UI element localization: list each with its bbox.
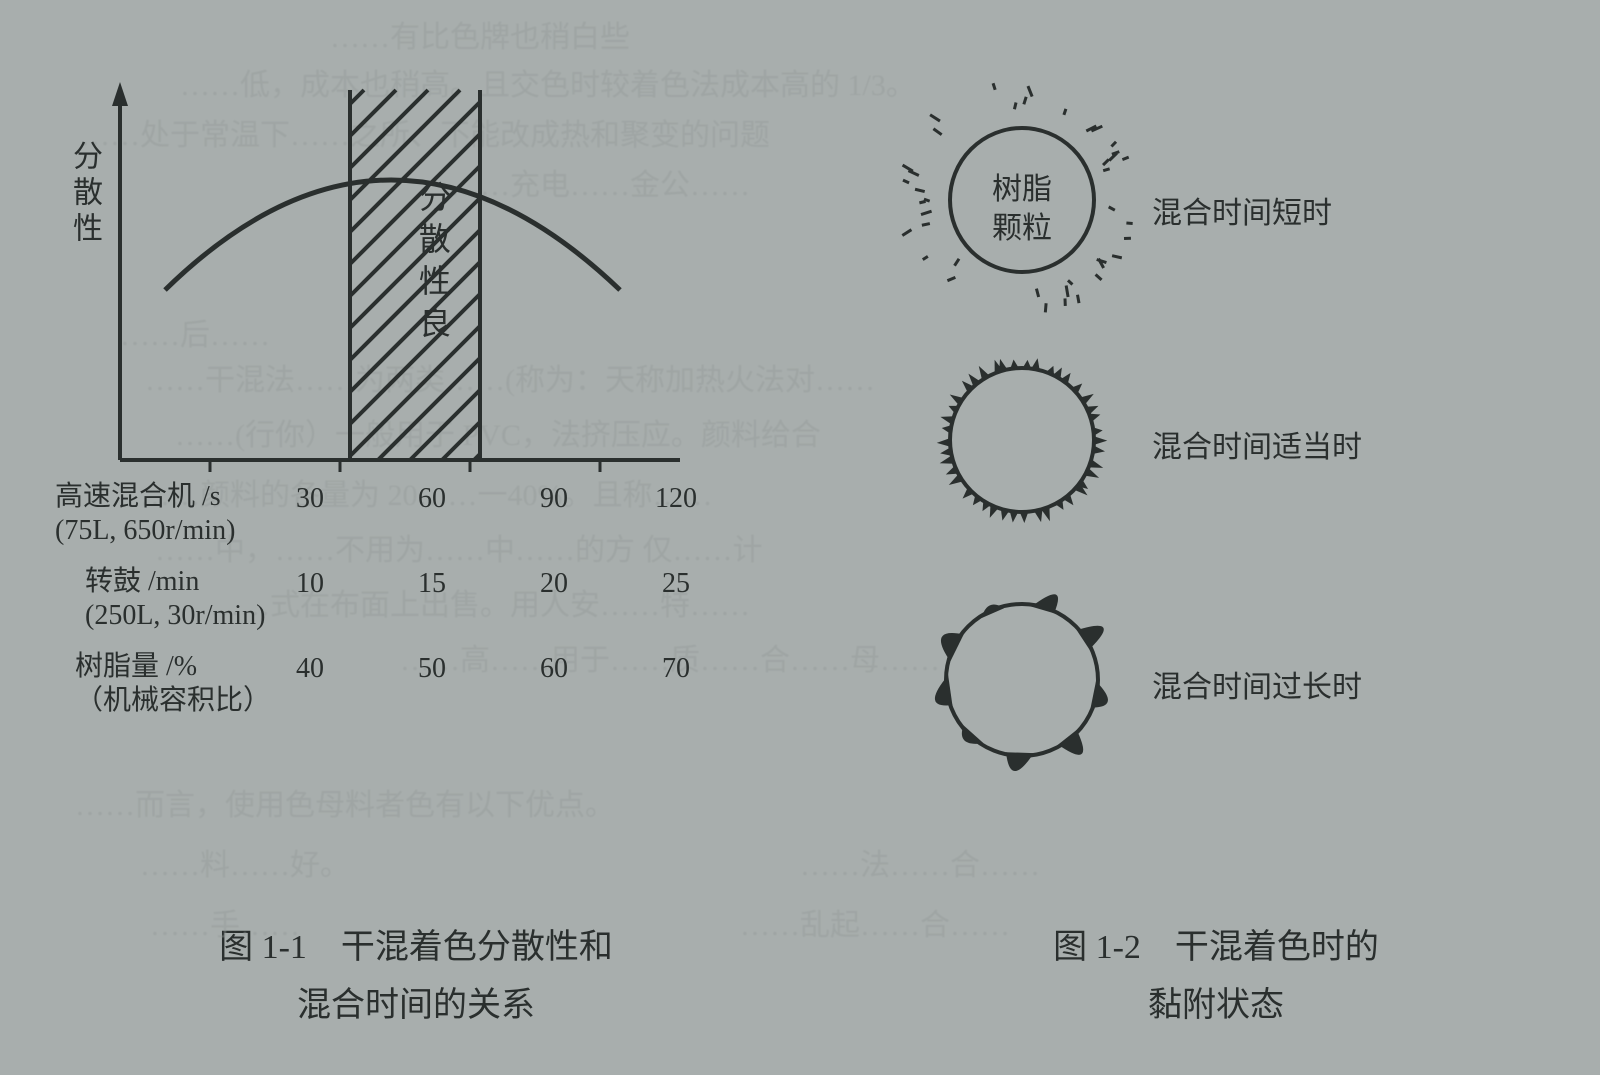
axis-value: 10 <box>285 567 335 601</box>
particle-long <box>935 594 1108 771</box>
axis-value: 120 <box>651 482 701 516</box>
axis-value: 90 <box>529 482 579 516</box>
axis-row-label: 转鼓 /min (250L, 30r/min) <box>55 565 285 632</box>
axis-value: 30 <box>285 482 335 516</box>
axis-value: 40 <box>285 652 335 686</box>
axis-value: 70 <box>651 652 701 686</box>
state-label-proper: 混合时间适当时 <box>1152 422 1362 466</box>
axis-value: 15 <box>407 567 457 601</box>
axis-row-values: 40 50 60 70 <box>285 650 701 686</box>
state-label-short: 混合时间短时 <box>1152 188 1332 232</box>
axis-row-values: 10 15 20 25 <box>285 565 701 601</box>
axis-value: 20 <box>529 567 579 601</box>
axis-value: 60 <box>529 652 579 686</box>
axis-row: 高速混合机 /s (75L, 650r/min)30 60 90 120 <box>55 480 701 547</box>
figure-1-1-caption: 图 1-1 干混着色分散性和混合时间的关系 <box>0 919 832 1035</box>
captions: 图 1-1 干混着色分散性和混合时间的关系 图 1-2 干混着色时的黏附状态 <box>0 919 1600 1075</box>
axis-value: 25 <box>651 567 701 601</box>
resin-particle-label: 树脂颗粒 <box>972 170 1072 248</box>
figures-row: 分散性 分散性良 高速混合机 /s (75L, 650r/min)30 60 90 1… <box>0 0 1600 919</box>
axis-row-values: 30 60 90 120 <box>285 480 701 516</box>
axis-row: 树脂量 /% （机械容积比）40 50 60 70 <box>55 650 701 717</box>
axis-table: 高速混合机 /s (75L, 650r/min)30 60 90 120 转鼓 /min… <box>55 480 701 736</box>
axis-row: 转鼓 /min (250L, 30r/min)10 15 20 25 <box>55 565 701 632</box>
axis-row-label: 树脂量 /% （机械容积比） <box>55 650 285 717</box>
good-region-label: 分散性良 <box>410 180 456 348</box>
axis-value: 50 <box>407 652 457 686</box>
figure-1-2-caption: 图 1-2 干混着色时的黏附状态 <box>832 919 1600 1035</box>
figure-1-1: 分散性 分散性良 高速混合机 /s (75L, 650r/min)30 60 90 1… <box>0 0 832 919</box>
axis-row-label: 高速混合机 /s (75L, 650r/min) <box>55 480 285 547</box>
particle-proper <box>937 358 1108 523</box>
axis-value: 60 <box>407 482 457 516</box>
y-axis-label: 分散性 <box>62 140 106 248</box>
dispersion-curve <box>165 180 620 290</box>
figure-1-2: 树脂颗粒 混合时间短时 混合时间适当时 混合时间过长时 <box>832 0 1600 919</box>
state-label-long: 混合时间过长时 <box>1152 662 1362 706</box>
page: ……有比色牌也稍白些……低，成本也稍高。且交色时较着色法成本高的 1/3。……处… <box>0 0 1600 1075</box>
y-axis-arrow <box>112 82 128 106</box>
